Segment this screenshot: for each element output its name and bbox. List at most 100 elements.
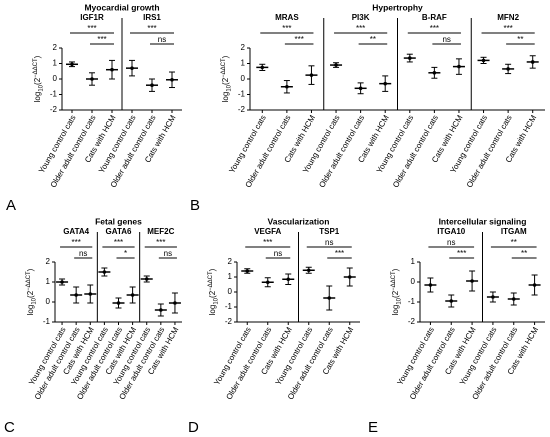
y-label-part: (2: [33, 77, 42, 85]
y-label-part: (2: [26, 290, 35, 298]
mean-dot: [457, 64, 461, 69]
panel-letter: A: [6, 197, 16, 214]
significance: ***: [263, 238, 272, 247]
chart-title: Fetal genes: [95, 216, 142, 226]
significance: ns: [158, 35, 166, 44]
y-label-part: −ΔΔCT: [33, 58, 39, 78]
gene-name: TSP1: [319, 227, 340, 236]
mean-dot: [74, 293, 78, 297]
y-tick-label: 1: [228, 272, 233, 281]
y-label-part: ): [33, 55, 42, 58]
mean-dot: [407, 56, 412, 60]
y-tick-label: 2: [53, 43, 58, 52]
y-tick-label: 2: [46, 257, 51, 266]
panel-letter: E: [368, 419, 378, 436]
mean-dot: [428, 283, 433, 287]
significance: ns: [325, 238, 333, 247]
y-tick-label: 1: [53, 59, 58, 68]
significance: **: [511, 238, 517, 247]
y-label-part: 10: [38, 84, 44, 91]
mean-dot: [110, 67, 114, 72]
y-label-part: 10: [396, 297, 402, 304]
y-tick-label: 0: [241, 74, 246, 83]
y-label-part: ): [26, 268, 35, 271]
mean-dot: [449, 299, 454, 303]
gene-name: MRAS: [275, 13, 299, 22]
y-tick-label: 0: [228, 287, 233, 296]
y-axis-label: log10(2−ΔΔCT): [33, 55, 45, 102]
significance: ***: [294, 35, 303, 44]
significance: **: [370, 35, 376, 44]
mean-dot: [511, 297, 516, 301]
y-label-part: −ΔΔCT: [208, 271, 214, 291]
y-tick-label: -2: [408, 317, 416, 326]
x-tick-label: Older adult control cats: [317, 114, 366, 190]
y-tick-label: -2: [238, 105, 246, 114]
y-label-part: 10: [213, 297, 219, 304]
mean-dot: [70, 62, 74, 67]
significance: ***: [430, 24, 439, 33]
y-label-part: −ΔΔCT: [221, 58, 227, 78]
y-tick-label: 0: [411, 277, 416, 286]
gene-name: B-RAF: [422, 13, 447, 22]
mean-dot: [265, 280, 270, 285]
x-tick-label: Older adult control cats: [244, 114, 293, 190]
y-label-part: −ΔΔCT: [26, 271, 32, 291]
mean-dot: [260, 65, 265, 70]
chart-title: Intercellular signaling: [439, 216, 527, 226]
significance: ***: [335, 249, 344, 258]
gene-name: MFN2: [497, 13, 519, 22]
y-axis-label: log10(2−ΔΔCT): [208, 268, 220, 315]
mean-dot: [327, 296, 332, 300]
gene-name: PI3K: [352, 13, 370, 22]
y-tick-label: -1: [43, 317, 51, 326]
mean-dot: [130, 66, 134, 70]
mean-dot: [285, 84, 289, 89]
significance: ns: [274, 249, 282, 258]
gene-name: MEF2C: [147, 227, 174, 236]
mean-dot: [245, 269, 250, 273]
y-tick-label: 1: [411, 257, 416, 266]
mean-dot: [102, 270, 107, 274]
mean-dot: [173, 301, 177, 305]
y-tick-label: -2: [50, 105, 58, 114]
gene-name: ITGAM: [501, 227, 527, 236]
mean-dot: [309, 73, 314, 77]
mean-dot: [88, 292, 93, 296]
y-label-part: ): [391, 268, 400, 271]
gene-name: VEGFA: [254, 227, 281, 236]
significance: **: [521, 249, 527, 258]
y-label-part: −ΔΔCT: [391, 271, 397, 291]
y-tick-label: 2: [228, 257, 233, 266]
significance: ***: [87, 24, 96, 33]
gene-name: IGF1R: [80, 13, 104, 22]
y-tick-label: -1: [225, 302, 233, 311]
significance: *: [124, 249, 127, 258]
significance: ns: [79, 249, 87, 258]
chart-title: Hypertrophy: [372, 2, 423, 12]
y-label-part: (2: [391, 290, 400, 298]
x-tick-label: Older adult control cats: [465, 114, 514, 190]
significance: ns: [164, 249, 172, 258]
significance: ns: [442, 35, 450, 44]
y-label-part: log: [221, 92, 230, 103]
y-axis-label: log10(2−ΔΔCT): [391, 268, 403, 315]
y-label-part: (2: [208, 290, 217, 298]
y-axis-label: log10(2−ΔΔCT): [221, 55, 233, 102]
mean-dot: [159, 308, 163, 312]
gene-name: ITGA10: [437, 227, 466, 236]
mean-dot: [383, 81, 388, 86]
y-tick-label: 1: [241, 59, 246, 68]
y-tick-label: -1: [50, 90, 58, 99]
chart-title: Myocardial growth: [84, 2, 159, 12]
mean-dot: [530, 60, 535, 64]
mean-dot: [170, 77, 174, 82]
y-tick-label: 0: [46, 297, 51, 306]
y-tick-label: 1: [46, 277, 51, 286]
panel-letter: B: [190, 197, 200, 214]
y-label-part: 10: [31, 297, 37, 304]
x-tick-label: Older adult control cats: [391, 114, 440, 190]
significance: ***: [282, 24, 291, 33]
y-tick-label: 0: [53, 74, 58, 83]
